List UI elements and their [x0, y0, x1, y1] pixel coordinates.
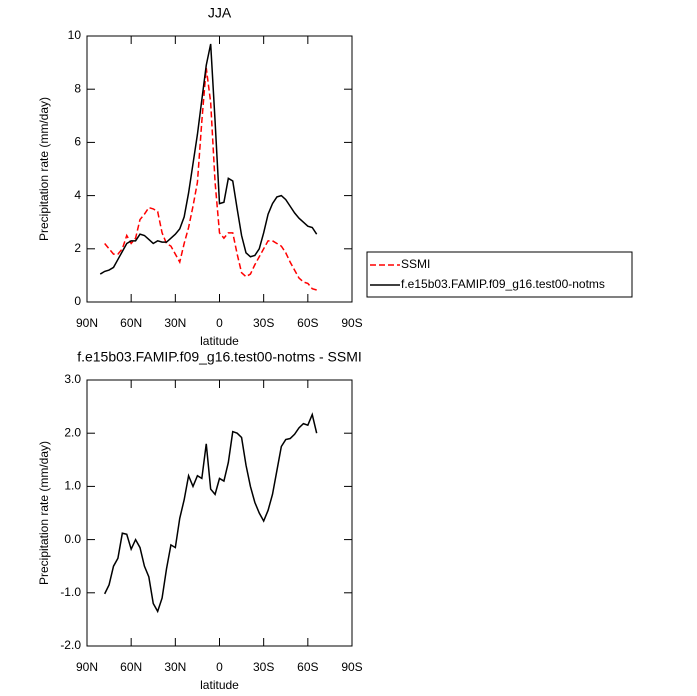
plot-frame: [86, 35, 353, 303]
x-tick-label: 30S: [253, 316, 274, 330]
data-line: [103, 412, 318, 614]
y-tick-label: 10: [68, 28, 82, 42]
x-tick-label: 90N: [76, 660, 98, 674]
y-tick-label: 8: [74, 81, 81, 95]
x-tick-label: 90S: [341, 660, 362, 674]
y-tick-label: 6: [74, 135, 81, 149]
x-tick-label: 0: [216, 660, 223, 674]
x-tick-label: 30N: [164, 660, 186, 674]
legend-box: [366, 251, 633, 298]
y-tick-label: 3.0: [64, 372, 81, 386]
chart-title: JJA: [208, 5, 232, 21]
legend-label: SSMI: [401, 257, 430, 271]
x-tick-label: 30S: [253, 660, 274, 674]
y-tick-label: 2: [74, 241, 81, 255]
y-tick-label: -1.0: [60, 585, 81, 599]
x-tick-label: 90N: [76, 316, 98, 330]
x-tick-label: 60N: [120, 316, 142, 330]
x-tick-label: 60N: [120, 660, 142, 674]
data-line: [104, 67, 317, 291]
x-tick-label: 90S: [341, 316, 362, 330]
y-axis-label: Precipitation rate (mm/day): [37, 97, 51, 241]
x-tick-label: 60S: [297, 660, 318, 674]
plot-frame: [86, 379, 353, 647]
data-line: [99, 43, 318, 275]
y-tick-label: 0.0: [64, 532, 81, 546]
x-tick-label: 60S: [297, 316, 318, 330]
x-axis-label: latitude: [200, 678, 239, 692]
y-axis-label: Precipitation rate (mm/day): [37, 441, 51, 585]
y-tick-label: 1.0: [64, 479, 81, 493]
chart-title: f.e15b03.FAMIP.f09_g16.test00-notms - SS…: [77, 349, 362, 365]
x-tick-label: 0: [216, 316, 223, 330]
y-tick-label: -2.0: [60, 638, 81, 652]
y-tick-label: 0: [74, 294, 81, 308]
legend-label: f.e15b03.FAMIP.f09_g16.test00-notms: [401, 277, 605, 291]
y-tick-label: 4: [74, 188, 81, 202]
y-tick-label: 2.0: [64, 425, 81, 439]
x-tick-label: 30N: [164, 316, 186, 330]
x-axis-label: latitude: [200, 334, 239, 348]
